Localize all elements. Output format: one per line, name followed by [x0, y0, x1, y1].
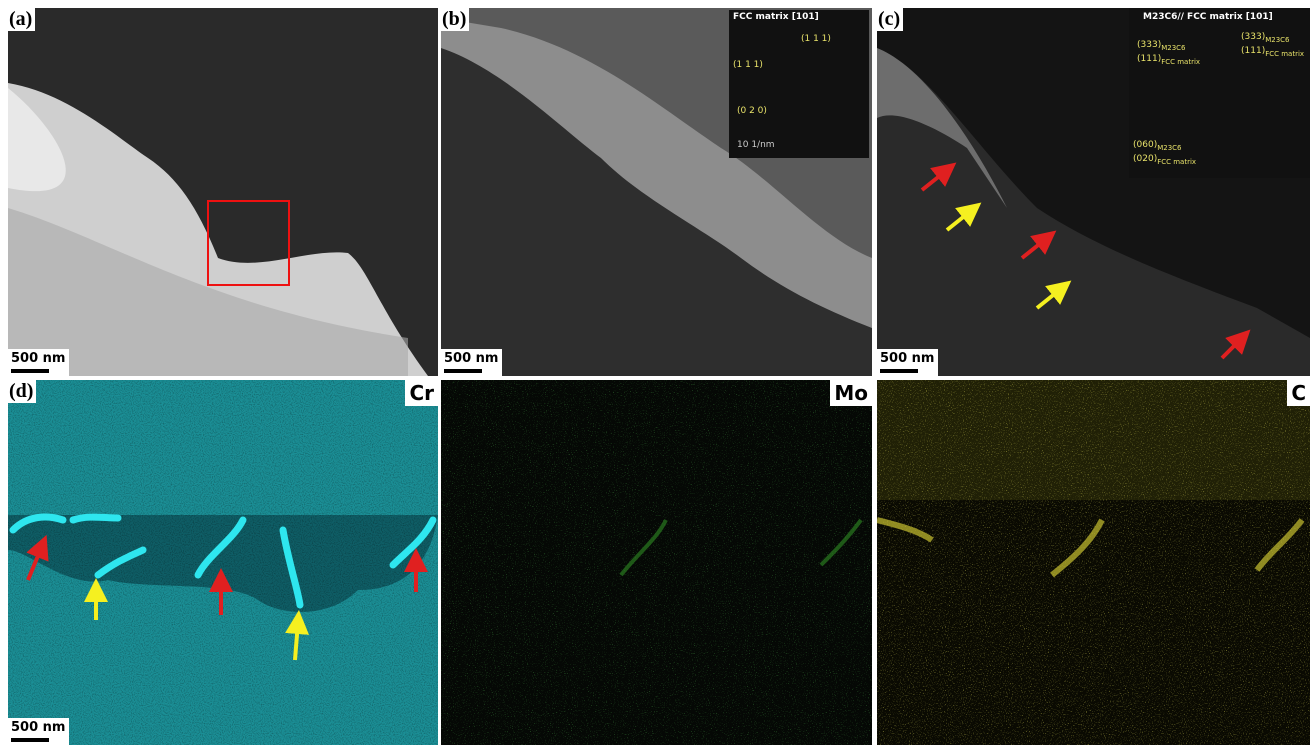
- spot-label: (0 2 0): [737, 106, 767, 116]
- element-label: Cr: [405, 380, 438, 406]
- index: (111): [1137, 54, 1161, 64]
- scale-bar: 500 nm: [8, 349, 69, 376]
- eds-map: [441, 380, 872, 745]
- figure: (a) 500 nm FCC matrix [101] (1 1 1) (1 1…: [0, 0, 1312, 745]
- panel-label: (d): [8, 380, 36, 403]
- scale-bar: 500 nm: [441, 349, 502, 376]
- panel-b: FCC matrix [101] (1 1 1) (1 1 1) (0 2 0)…: [441, 8, 872, 376]
- panel-d-cr: (d) Cr 500 nm: [8, 380, 438, 745]
- tem-image: [8, 8, 438, 376]
- spot-label: (020)FCC matrix: [1133, 154, 1196, 166]
- inset-title: FCC matrix [101]: [733, 12, 819, 22]
- eds-map: [8, 380, 438, 745]
- index: (111): [1241, 46, 1265, 56]
- index: (060): [1133, 140, 1157, 150]
- spot-label: (1 1 1): [801, 34, 831, 44]
- spot-label: (111)FCC matrix: [1241, 46, 1304, 58]
- panel-label: (b): [441, 8, 469, 31]
- phase: FCC matrix: [1157, 158, 1196, 166]
- panel-c: M23C6// FCC matrix [101] (333)M23C6 (111…: [877, 8, 1310, 376]
- index: (333): [1137, 40, 1161, 50]
- phase: M23C6: [1161, 44, 1185, 52]
- panel-label: (c): [877, 8, 903, 31]
- phase: FCC matrix: [1265, 50, 1304, 58]
- element-label: C: [1287, 380, 1310, 406]
- index: (020): [1133, 154, 1157, 164]
- spot-label: (333)M23C6: [1137, 40, 1186, 52]
- spot-label: (1 1 1): [733, 60, 763, 70]
- panel-mo: Mo: [441, 380, 872, 745]
- scale-bar: 500 nm: [8, 718, 69, 745]
- spot-label: (333)M23C6: [1241, 32, 1290, 44]
- diffraction-inset: FCC matrix [101] (1 1 1) (1 1 1) (0 2 0)…: [729, 10, 869, 158]
- spot-label: (060)M23C6: [1133, 140, 1182, 152]
- inset-title: M23C6// FCC matrix [101]: [1143, 12, 1273, 22]
- scale-bar: 500 nm: [877, 349, 938, 376]
- phase: FCC matrix: [1161, 58, 1200, 66]
- spots: [729, 10, 869, 158]
- phase: M23C6: [1265, 36, 1289, 44]
- panel-c-map: C: [877, 380, 1310, 745]
- panel-a: (a) 500 nm: [8, 8, 438, 376]
- element-label: Mo: [830, 380, 872, 406]
- phase: M23C6: [1157, 144, 1181, 152]
- eds-map: [877, 380, 1310, 745]
- inset-scale: 10 1/nm: [737, 140, 775, 150]
- diffraction-inset: M23C6// FCC matrix [101] (333)M23C6 (111…: [1129, 8, 1310, 178]
- spot-label: (111)FCC matrix: [1137, 54, 1200, 66]
- index: (333): [1241, 32, 1265, 42]
- panel-label: (a): [8, 8, 35, 31]
